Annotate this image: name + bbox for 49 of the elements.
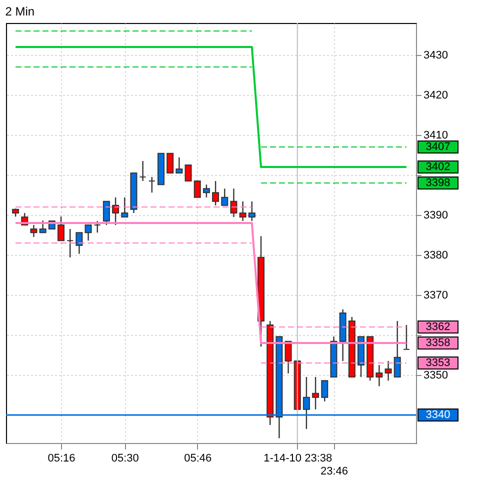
y-tick-label: 3420 bbox=[424, 90, 448, 102]
data-label: 3407 bbox=[426, 141, 450, 153]
candlestick bbox=[84, 224, 92, 242]
x-tick-label: 05:30 bbox=[111, 452, 139, 464]
candlestick bbox=[376, 364, 383, 387]
candlestick bbox=[148, 176, 156, 194]
y-tick-label: 3370 bbox=[424, 290, 448, 302]
candlestick bbox=[39, 220, 46, 234]
candlestick bbox=[30, 224, 38, 238]
candlestick bbox=[58, 216, 64, 242]
candlestick bbox=[176, 156, 183, 174]
y-tick-label: 3350 bbox=[424, 370, 448, 382]
y-tick-label: 3380 bbox=[424, 250, 448, 262]
y-tick-label: 3390 bbox=[424, 210, 448, 222]
ref-line-label: 3340 bbox=[426, 409, 450, 421]
candlestick bbox=[202, 184, 210, 198]
data-label: 3402 bbox=[426, 161, 450, 173]
y-tick-label: 3410 bbox=[424, 130, 448, 142]
x-tick-label: 23:46 bbox=[320, 466, 348, 478]
data-label: 3358 bbox=[426, 337, 450, 349]
x-tick-label: 05:46 bbox=[184, 452, 212, 464]
candlestick bbox=[221, 188, 228, 206]
candlestick bbox=[248, 200, 256, 222]
candlestick bbox=[184, 164, 192, 182]
candlestick bbox=[66, 228, 74, 258]
x-tick-label: 05:16 bbox=[48, 452, 76, 464]
chart-title: 2 Min bbox=[5, 4, 35, 18]
candlestick bbox=[94, 220, 101, 234]
candlestick bbox=[212, 180, 220, 206]
candlestick bbox=[239, 200, 246, 222]
candlestick bbox=[112, 196, 120, 226]
candlestick bbox=[284, 340, 292, 374]
candlestick bbox=[121, 196, 128, 218]
candlestick bbox=[194, 180, 201, 198]
candlestick bbox=[384, 360, 392, 382]
candlestick bbox=[139, 160, 146, 182]
candlestick bbox=[312, 376, 320, 410]
candlestick bbox=[76, 232, 83, 254]
x-tick-label: 1-14-10 23:38 bbox=[264, 452, 332, 464]
candlestick bbox=[402, 324, 410, 350]
data-label: 3353 bbox=[426, 357, 450, 369]
candlestick bbox=[394, 320, 401, 378]
y-tick-label: 3430 bbox=[424, 50, 448, 62]
candlestick bbox=[166, 152, 174, 174]
candlestick bbox=[321, 380, 328, 402]
candlestick bbox=[230, 188, 238, 218]
data-label: 3398 bbox=[426, 177, 450, 189]
data-label: 3362 bbox=[426, 321, 450, 333]
candlestick bbox=[102, 200, 110, 226]
